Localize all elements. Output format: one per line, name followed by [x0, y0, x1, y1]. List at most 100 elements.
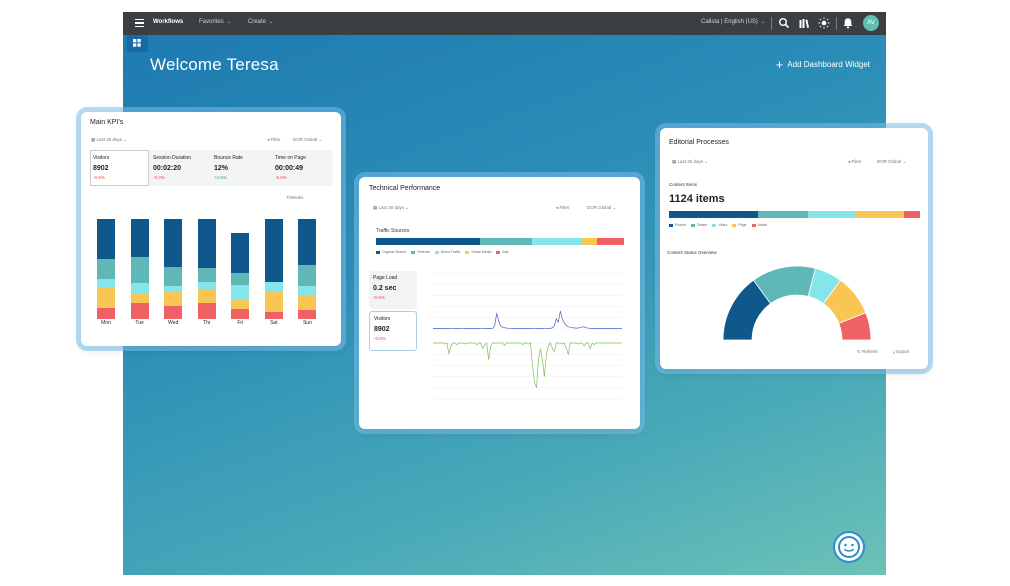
scope-label: DOR Global [587, 205, 612, 210]
bar-fri [231, 219, 250, 319]
kpi-label: Visitors [93, 155, 110, 161]
scope-selector[interactable]: DOR Global ⌄ [877, 159, 907, 164]
menu-icon[interactable] [135, 19, 144, 27]
gauge-slice [838, 312, 872, 341]
legend-item: Organic Search [376, 250, 406, 254]
stack-segment [596, 238, 624, 245]
divider [836, 17, 837, 30]
filter-button[interactable]: ◂ Filter [556, 205, 570, 210]
add-widget-label: Add Dashboard Widget [787, 60, 870, 69]
stat-value: 0.2 sec [373, 285, 397, 292]
locale-selector[interactable]: Calista | English (US) ⌄ [701, 19, 765, 25]
legend-label: Social Media [471, 250, 492, 254]
library-icon[interactable] [798, 17, 810, 29]
legend-swatch [411, 250, 416, 254]
widget-title: Editorial Processes [669, 139, 729, 146]
nav-favorites-label: Favorites [199, 19, 224, 25]
nav-create[interactable]: Create ⌄ [248, 19, 273, 25]
bar-segment [197, 289, 216, 304]
stat-delta: -0.5% [374, 336, 386, 341]
legend-label: Video [718, 223, 728, 227]
feedback-smiley-button[interactable] [835, 533, 863, 561]
stat-label: Page Load [373, 275, 398, 281]
legend-label: Article [757, 223, 768, 227]
status-title: Content Status Overview [667, 250, 717, 255]
kpi-label: Time on Page [275, 155, 306, 161]
legend-label: Referral [417, 250, 430, 254]
bar-segment [298, 265, 317, 286]
avatar[interactable]: AV [863, 15, 879, 31]
kpi-session-duration[interactable]: Session Duration 00:02:20 -0.3% [153, 155, 191, 181]
traffic-title: Traffic Sources [376, 228, 410, 234]
bar-segment [130, 257, 149, 283]
widget-title: Technical Performance [369, 185, 441, 192]
legend-swatch [376, 250, 380, 254]
bar-segment [231, 309, 250, 319]
bar-segment [298, 285, 317, 295]
filter-button[interactable]: ◂ Filter [848, 159, 862, 164]
export-label: Export [896, 349, 910, 354]
refresh-button[interactable]: ↻ Refresh [857, 349, 878, 354]
brightness-icon[interactable] [818, 17, 830, 29]
bar-segment [197, 281, 216, 290]
nav-workflows[interactable]: Workflows [153, 19, 184, 25]
stack-segment [376, 238, 481, 245]
date-range-selector[interactable]: ▦ Last 30 days ⌄ [373, 205, 410, 210]
date-range-selector[interactable]: ▦ Last 30 days ⌄ [91, 137, 128, 142]
kpi-time-on-page[interactable]: Time on Page 00:00:49 -0.5% [275, 155, 306, 181]
filter-button[interactable]: ◂ Filter [267, 137, 281, 142]
dashboard-tab[interactable] [127, 35, 148, 52]
filter-label: Filter [851, 159, 862, 164]
bar-segment [97, 219, 115, 259]
search-icon[interactable] [778, 17, 790, 29]
page-title: Welcome Teresa [150, 55, 279, 74]
legend-swatch [751, 223, 756, 227]
legend-swatch [496, 250, 501, 254]
legend-item: Page [732, 223, 747, 227]
stat-page-load[interactable]: Page Load 0.2 sec -0.5% [369, 271, 417, 309]
kpi-delta: +4.5% [214, 175, 227, 180]
kpi-selected-frame [90, 150, 149, 186]
stat-delta: -0.5% [373, 295, 385, 300]
nav-create-label: Create [248, 19, 267, 25]
nav-favorites[interactable]: Favorites ⌄ [199, 19, 231, 25]
bar-wed [164, 219, 183, 319]
refresh-label: Refresh [862, 349, 878, 354]
traffic-legend: Organic Search Referral Direct Traffic Soci… [376, 250, 508, 254]
stat-label: Visitors [374, 316, 391, 322]
export-button[interactable]: ⤓ Export [893, 349, 910, 354]
day-label: Sat [270, 320, 278, 326]
content-legend: Picture Teaser Video Page Article [669, 223, 767, 227]
stack-segment [480, 238, 533, 245]
bell-icon[interactable] [842, 17, 854, 29]
legend-item: Ads [496, 250, 508, 254]
shown-label: 7/Weeks [286, 195, 304, 200]
bar-segment [264, 282, 283, 291]
legend-swatch [732, 223, 737, 227]
kpi-label: Bounce Rate [214, 155, 243, 161]
legend-label: Picture [675, 223, 686, 227]
kpi-bounce-rate[interactable]: Bounce Rate 12% +4.5% [214, 155, 243, 181]
kpi-delta: -0.5% [93, 175, 105, 180]
kpi-visitors[interactable]: Visitors 8902 -0.5% [93, 155, 109, 181]
bar-segment [231, 233, 250, 273]
scope-selector[interactable]: DOR Global ⌄ [587, 205, 617, 210]
bar-segment [130, 283, 149, 293]
series-line [433, 311, 622, 329]
bar-segment [164, 291, 183, 307]
date-range-selector[interactable]: ▦ Last 30 days ⌄ [672, 159, 709, 164]
scope-selector[interactable]: DOR Global ⌄ [293, 137, 323, 142]
stack-segment [854, 211, 905, 218]
bar-segment [164, 267, 183, 286]
kpi-bar-chart [95, 218, 330, 319]
bar-segment [298, 294, 317, 310]
bar-segment [97, 279, 115, 287]
editorial-widget: Editorial Processes ▦ Last 30 days ⌄ ◂ F… [660, 128, 928, 369]
stack-segment [581, 238, 597, 245]
bar-thr [197, 219, 216, 319]
add-widget-button[interactable]: + Add Dashboard Widget [776, 58, 870, 71]
stat-visitors[interactable]: Visitors 8902 -0.5% [369, 311, 417, 351]
bar-segment [97, 307, 115, 319]
kpi-label: Session Duration [153, 155, 192, 161]
